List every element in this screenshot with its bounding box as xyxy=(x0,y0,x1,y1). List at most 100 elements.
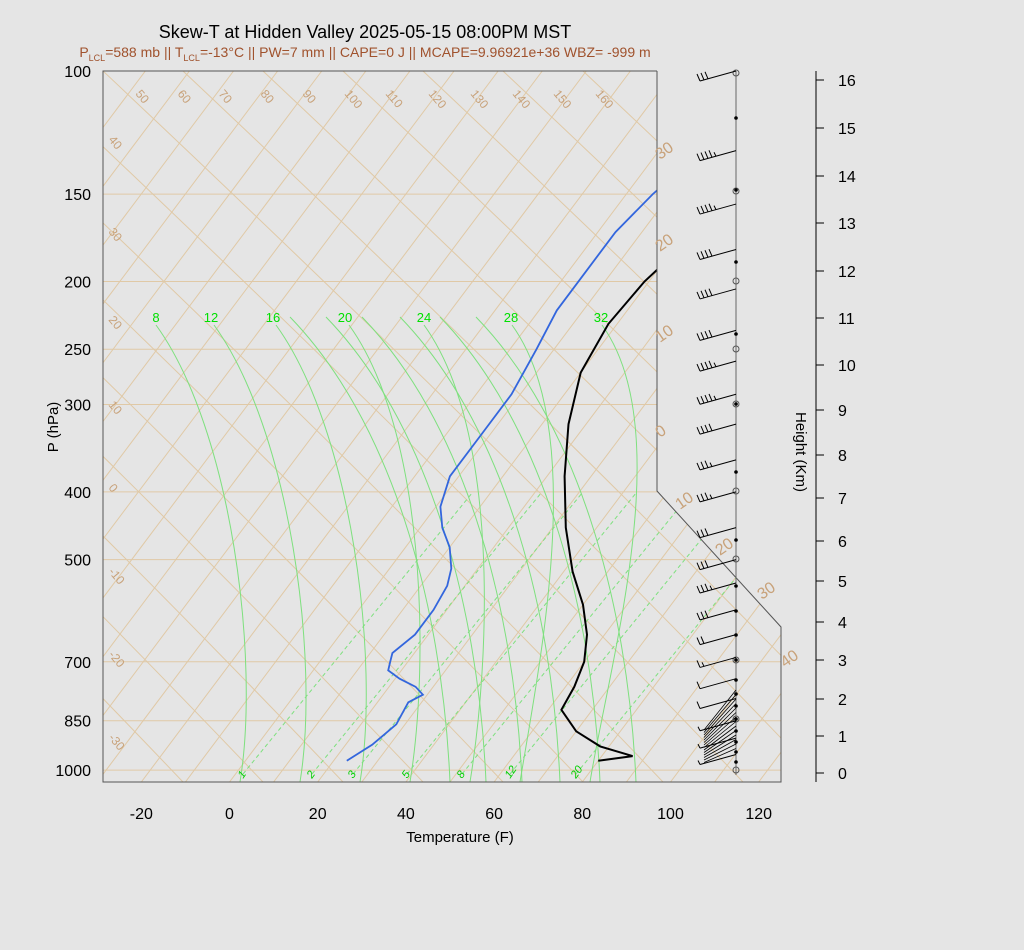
wind-barb-flag xyxy=(713,362,717,367)
isotherm-label: 150 xyxy=(551,87,575,112)
wind-barb-staff xyxy=(699,491,737,503)
isotherm-line xyxy=(103,71,279,782)
mixing-ratio-line xyxy=(406,491,638,775)
wind-barb-staff xyxy=(699,678,737,690)
dry-adiabat-line xyxy=(342,71,781,782)
wind-level-dot xyxy=(734,332,738,336)
wind-barb-flag xyxy=(708,423,713,432)
moist-adiabat-line xyxy=(475,316,637,782)
wind-barb-flag xyxy=(696,462,701,471)
isotherm-line xyxy=(493,71,781,782)
wind-level-dot xyxy=(734,538,738,542)
wind-level-dot xyxy=(734,750,738,754)
wind-barb-flag xyxy=(696,660,701,668)
mixing-ratio-line xyxy=(575,491,781,775)
wind-barb-flag xyxy=(708,288,713,296)
wind-barb-staff xyxy=(703,730,737,753)
wind-barb-flag xyxy=(700,251,705,259)
moist-adiabat-line xyxy=(439,316,601,782)
wind-barb-flag xyxy=(700,72,705,81)
height-tick-label: 1 xyxy=(838,729,847,746)
dry-adiabat-line xyxy=(103,71,504,782)
isotherm-line xyxy=(626,71,781,782)
wind-barb-flag xyxy=(697,743,701,749)
dry-adiabat-line xyxy=(103,71,744,782)
height-tick-label: 15 xyxy=(838,121,856,138)
wind-barb-staff xyxy=(703,689,737,731)
wind-barb-flag xyxy=(696,494,701,503)
isotherm-label: 70 xyxy=(216,87,236,106)
isotherm-line xyxy=(714,71,781,782)
mixing-ratio-label: 20 xyxy=(338,310,352,325)
label-layer: 50 60 70 80 90 100 110 120 130 140 150 160403020100… xyxy=(106,87,802,782)
height-tick-label: 13 xyxy=(838,216,856,233)
isotherm-line xyxy=(670,71,781,782)
wind-barb-flag xyxy=(709,462,713,467)
wind-barb-staff xyxy=(699,634,737,646)
moist-adiabat-line xyxy=(275,324,367,782)
wind-barb-staff xyxy=(699,459,737,471)
isotherm-label: -30 xyxy=(106,731,128,754)
wind-level-dot xyxy=(734,658,738,662)
wind-barb-staff xyxy=(699,360,737,372)
height-tick-label: 7 xyxy=(838,491,847,508)
wind-barb-flag xyxy=(701,662,705,667)
chart-title: Skew-T at Hidden Valley 2025-05-15 08:00… xyxy=(158,22,572,42)
wind-barb-staff xyxy=(703,748,737,763)
wind-barb-staff xyxy=(699,329,737,341)
wind-barb-staff xyxy=(699,150,737,162)
pressure-tick-label: 200 xyxy=(64,274,91,291)
dry-adiabat-line xyxy=(262,71,781,782)
wind-barb-flag xyxy=(696,530,701,538)
wind-level-marker xyxy=(732,277,740,285)
wind-barb-flag xyxy=(713,152,717,157)
plot-frame xyxy=(102,70,782,783)
wind-barb-flag xyxy=(708,150,713,158)
isotherm-label: 0 xyxy=(106,481,121,495)
wind-barb-flag xyxy=(708,248,713,257)
isotherm-label: 90 xyxy=(300,87,320,106)
wind-level-dot xyxy=(734,260,738,264)
wind-level-marker xyxy=(732,69,740,77)
height-tick-label: 14 xyxy=(838,169,856,186)
wind-level-marker xyxy=(732,187,740,195)
isotherm-line xyxy=(317,71,781,782)
wind-level-dot xyxy=(734,584,738,588)
y-axis-label: P (hPa) xyxy=(45,402,62,453)
isotherm-line xyxy=(140,71,675,782)
wind-barb-flag xyxy=(697,760,701,765)
isotherm-line xyxy=(405,71,781,782)
pressure-tick-label: 1000 xyxy=(55,763,91,780)
dry-adiabat-line xyxy=(103,71,344,782)
x-tick-label: -20 xyxy=(130,806,153,823)
mixing-ratio-label: 12 xyxy=(503,764,520,781)
dry-adiabat-line xyxy=(502,71,781,782)
pressure-tick-label: 300 xyxy=(64,398,91,415)
moist-adiabat-line xyxy=(589,324,638,782)
height-tick-label: 3 xyxy=(838,653,847,670)
wind-barb-flag xyxy=(704,361,709,370)
wind-barb-flag xyxy=(700,205,705,214)
wind-barb-flag xyxy=(704,250,709,258)
pressure-tick-label: 700 xyxy=(64,655,91,672)
wind-barb-staff xyxy=(699,609,737,621)
isotherm-line xyxy=(103,71,499,782)
wind-barb-flag xyxy=(713,395,717,401)
isotherm-line xyxy=(891,71,1024,782)
isotherm-label: -10 xyxy=(106,565,128,588)
wind-barb-staff xyxy=(699,248,737,260)
wind-barb-flag xyxy=(696,612,701,621)
wind-level-marker xyxy=(732,487,740,495)
wind-barb-staff xyxy=(703,743,737,761)
wind-barb-flag xyxy=(696,701,701,709)
wind-barb-flag xyxy=(700,611,705,619)
temperature-profile-line xyxy=(560,71,781,762)
plcl-symbol: P xyxy=(79,44,89,60)
wind-level-marker xyxy=(732,400,740,408)
height-tick-label: 12 xyxy=(838,264,856,281)
moist-adiabat-line xyxy=(361,316,523,782)
isotherm-label: 10 xyxy=(673,489,697,513)
height-tick-label: 8 xyxy=(838,448,847,465)
wind-barb-flag xyxy=(696,585,701,594)
wind-level-marker xyxy=(732,766,740,774)
